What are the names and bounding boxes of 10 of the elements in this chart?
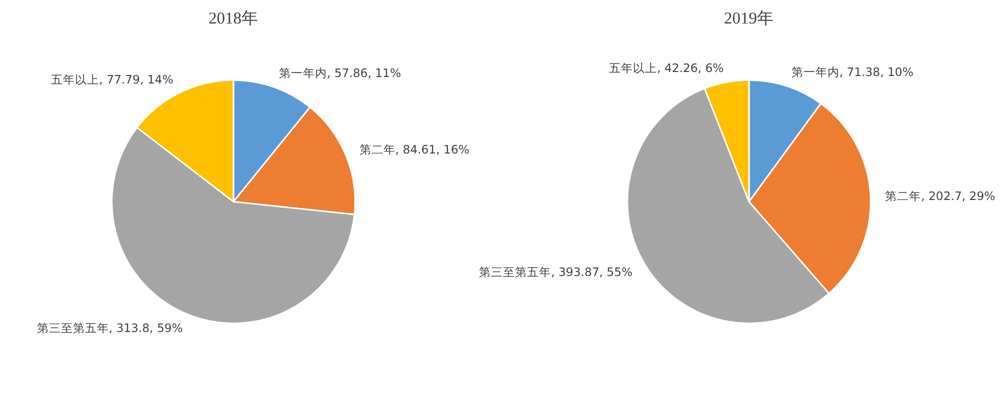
slice-label: 五年以上, 77.79, 14%	[51, 72, 174, 86]
slice-label: 第三至第五年, 393.87, 55%	[479, 265, 633, 280]
slice-label: 第二年, 202.7, 29%	[885, 188, 996, 203]
slice-label: 五年以上, 42.26, 6%	[609, 60, 724, 75]
slice-label: 第一年内, 71.38, 10%	[791, 65, 914, 80]
slice-label: 第二年, 84.61, 16%	[359, 142, 470, 157]
chart-title: 2018年	[208, 8, 258, 28]
slice-label: 第一年内, 57.86, 11%	[278, 66, 402, 80]
chart-title: 2019年	[724, 8, 774, 28]
slice-label: 第三至第五年, 313.8, 59%	[36, 321, 183, 336]
